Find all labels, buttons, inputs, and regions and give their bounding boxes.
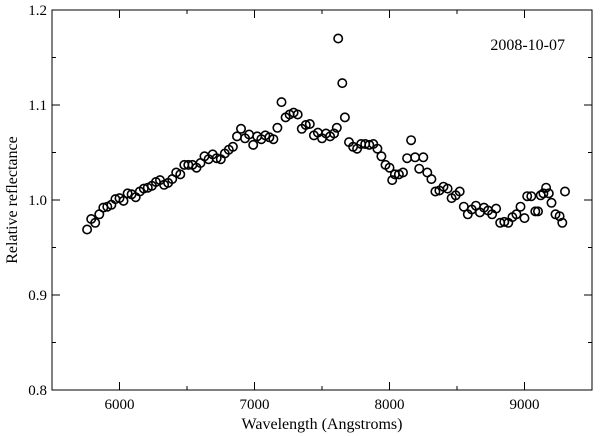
y-tick-label: 0.8 xyxy=(28,383,47,399)
data-point xyxy=(402,153,413,164)
data-point xyxy=(175,169,186,180)
y-tick-label: 1.2 xyxy=(28,3,47,19)
axis-tick-labels: 6000 7000 8000 9000 0.8 0.9 1.0 1.1 1.2 xyxy=(28,3,539,413)
data-point xyxy=(227,141,238,152)
data-point xyxy=(538,188,549,199)
y-tick-label: 0.9 xyxy=(28,288,47,304)
data-point xyxy=(491,203,502,214)
data-point xyxy=(557,217,568,228)
data-point xyxy=(376,151,387,162)
data-point xyxy=(292,109,303,120)
x-tick-label: 7000 xyxy=(240,397,270,413)
data-point xyxy=(546,197,557,208)
data-point xyxy=(300,120,311,131)
y-tick-label: 1.1 xyxy=(28,98,47,114)
x-axis-title: Wavelength (Angstroms) xyxy=(242,416,403,433)
data-point xyxy=(339,112,350,123)
data-point xyxy=(532,206,543,217)
data-points xyxy=(82,33,570,235)
data-point xyxy=(418,152,429,163)
data-point xyxy=(522,191,533,202)
data-point xyxy=(526,191,537,202)
data-point xyxy=(511,209,522,220)
data-point xyxy=(90,217,101,228)
data-point xyxy=(211,153,222,164)
data-point xyxy=(272,122,283,133)
data-point xyxy=(397,167,408,178)
data-point xyxy=(372,143,383,154)
data-point xyxy=(248,139,259,150)
x-tick-label: 9000 xyxy=(510,397,540,413)
data-point xyxy=(499,216,510,227)
data-point xyxy=(337,78,348,89)
data-point xyxy=(541,182,552,193)
data-point xyxy=(442,183,453,194)
data-point xyxy=(430,186,441,197)
x-tick-label: 6000 xyxy=(105,397,135,413)
axis-ticks xyxy=(51,9,593,391)
data-point xyxy=(406,135,417,146)
data-point xyxy=(122,188,133,199)
data-point xyxy=(331,122,342,133)
data-point xyxy=(236,123,247,134)
data-point xyxy=(276,97,287,108)
data-point xyxy=(543,188,554,199)
x-tick-label: 8000 xyxy=(375,397,405,413)
data-point xyxy=(364,139,375,150)
date-annotation: 2008-10-07 xyxy=(490,37,565,54)
data-point xyxy=(384,162,395,173)
data-point xyxy=(454,186,465,197)
data-point xyxy=(82,224,93,235)
data-point xyxy=(329,128,340,139)
data-point xyxy=(414,163,425,174)
data-point xyxy=(515,201,526,212)
data-point xyxy=(118,195,129,206)
data-point xyxy=(304,119,315,130)
data-point xyxy=(426,174,437,185)
data-point xyxy=(519,213,530,224)
data-point xyxy=(333,33,344,44)
data-point xyxy=(559,186,570,197)
data-point xyxy=(387,175,398,186)
y-axis-title: Relative reflectance xyxy=(4,136,21,263)
y-tick-label: 1.0 xyxy=(28,193,47,209)
data-point xyxy=(410,152,421,163)
data-point xyxy=(268,134,279,145)
